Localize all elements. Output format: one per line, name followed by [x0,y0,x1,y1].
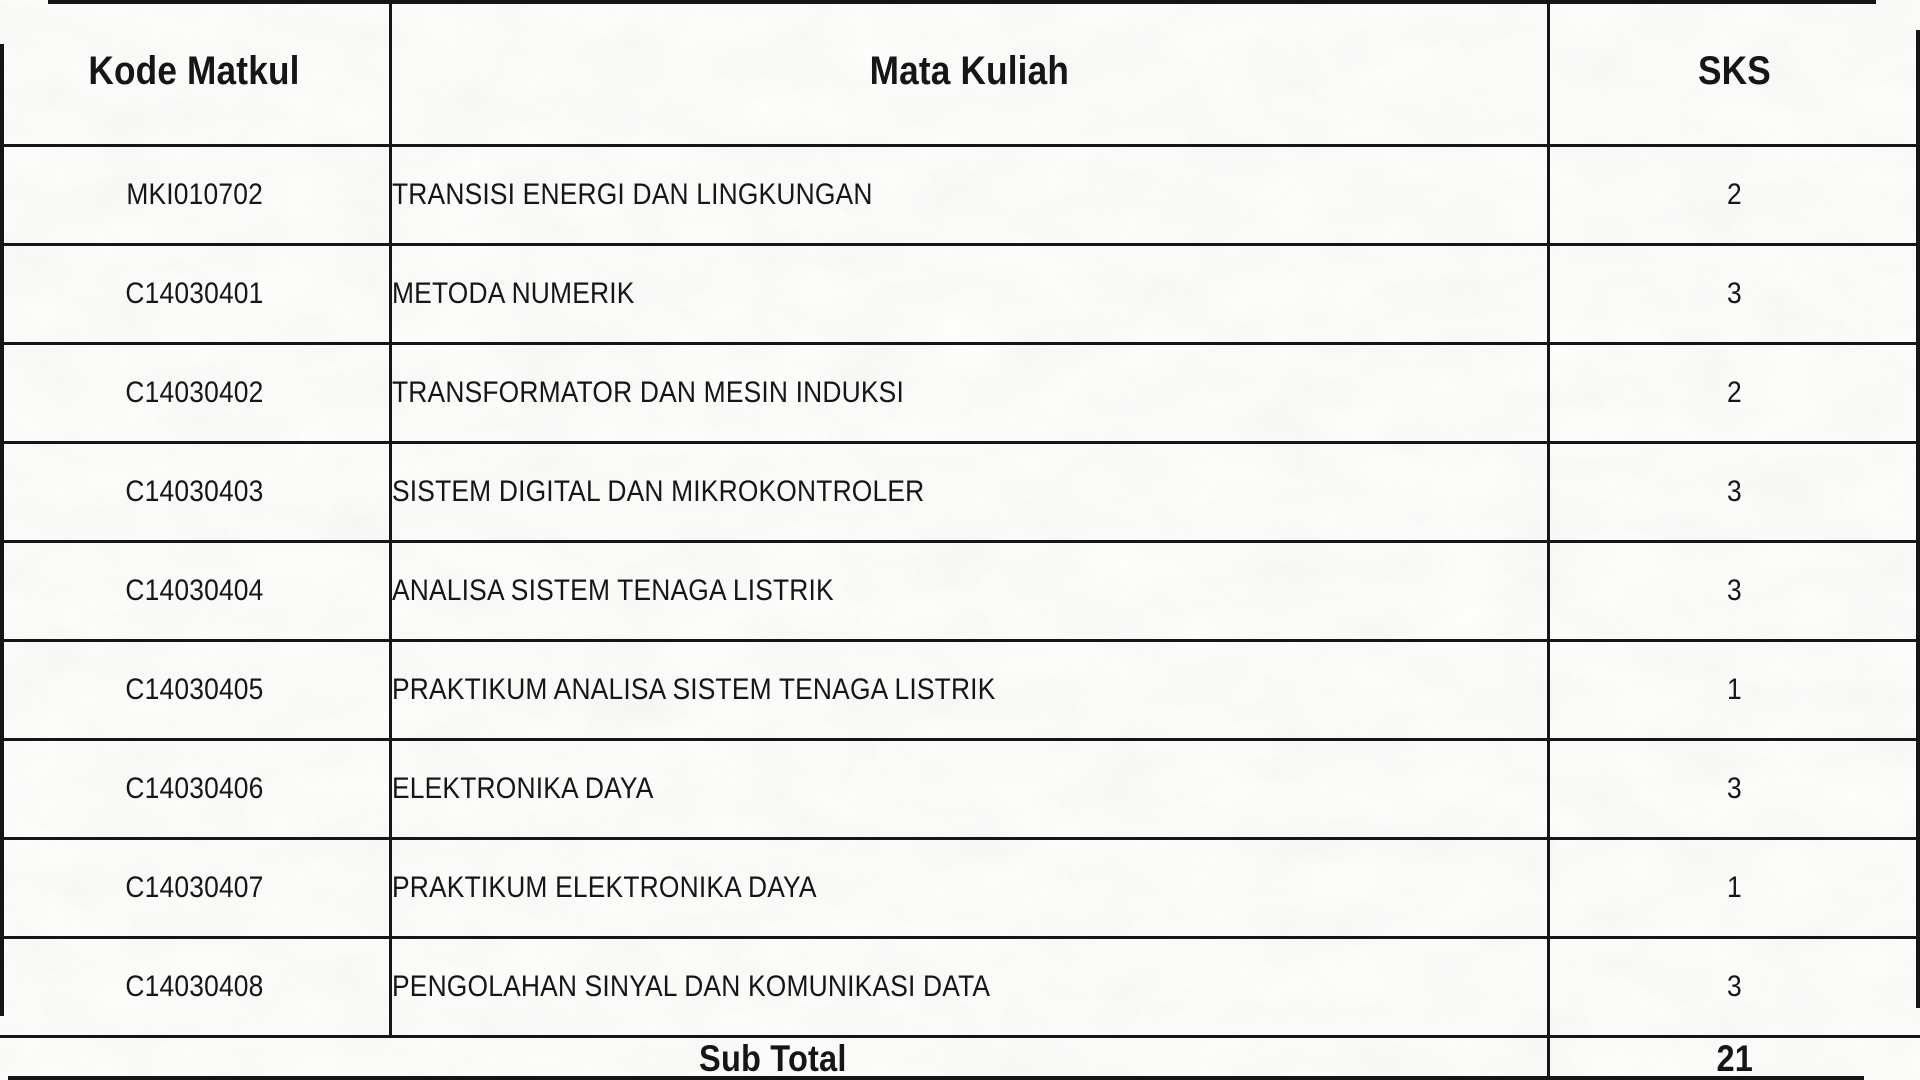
course-code-cell: C14030405 [0,640,392,741]
course-code-cell: C14030406 [0,739,392,840]
course-sks-cell: 3 [1548,244,1920,345]
course-name: TRANSFORMATOR DAN MESIN INDUKSI [391,375,904,409]
column-header-sks-label: SKS [1698,49,1772,94]
table-row: C14030405 PRAKTIKUM ANALISA SISTEM TENAG… [0,640,1920,741]
course-code: C14030404 [125,573,264,607]
course-name-cell: TRANSISI ENERGI DAN LINGKUNGAN [390,145,1550,246]
course-table-body: MKI010702 TRANSISI ENERGI DAN LINGKUNGAN… [0,145,1920,1039]
table-outer-border-bottom [8,1076,1864,1080]
subtotal-label: Sub Total [699,1038,847,1079]
table-row: C14030401 METODA NUMERIK 3 [0,244,1920,345]
subtotal-value-cell: 21 [1548,1037,1920,1080]
course-name-cell: SISTEM DIGITAL DAN MIKROKONTROLER [390,442,1550,543]
course-name: PENGOLAHAN SINYAL DAN KOMUNIKASI DATA [391,969,990,1003]
course-name-cell: PRAKTIKUM ELEKTRONIKA DAYA [390,838,1550,939]
course-code-cell: C14030404 [0,541,392,642]
table-footer: Sub Total 21 [0,1036,1920,1080]
subtotal-row: Sub Total 21 [0,1036,1920,1080]
course-sks: 3 [1727,474,1743,508]
course-sks: 3 [1727,276,1743,310]
course-code-cell: C14030402 [0,343,392,444]
course-code: C14030408 [125,969,264,1003]
course-code-cell: C14030407 [0,838,392,939]
column-header-kode-matkul: Kode Matkul [0,0,392,147]
course-sks-cell: 2 [1548,343,1920,444]
course-sks: 3 [1727,771,1743,805]
course-name-cell: ANALISA SISTEM TENAGA LISTRIK [390,541,1550,642]
course-sks-cell: 1 [1548,838,1920,939]
course-name-cell: ELEKTRONIKA DAYA [390,739,1550,840]
course-name-cell: PENGOLAHAN SINYAL DAN KOMUNIKASI DATA [390,937,1550,1039]
subtotal-label-cell: Sub Total [0,1036,1550,1080]
course-sks-cell: 3 [1548,442,1920,543]
course-name: PRAKTIKUM ANALISA SISTEM TENAGA LISTRIK [391,672,995,706]
course-sks: 2 [1727,375,1743,409]
column-header-mata-kuliah: Mata Kuliah [390,0,1550,147]
table-row: C14030403 SISTEM DIGITAL DAN MIKROKONTRO… [0,442,1920,543]
course-name-cell: METODA NUMERIK [390,244,1550,345]
course-name-cell: PRAKTIKUM ANALISA SISTEM TENAGA LISTRIK [390,640,1550,741]
course-name: ANALISA SISTEM TENAGA LISTRIK [391,573,834,607]
course-code: C14030407 [125,870,264,904]
column-header-kode-matkul-label: Kode Matkul [88,49,300,94]
course-name: ELEKTRONIKA DAYA [391,771,654,805]
table-row: C14030407 PRAKTIKUM ELEKTRONIKA DAYA 1 [0,838,1920,939]
course-sks-cell: 3 [1548,937,1920,1039]
course-sks-cell: 2 [1548,145,1920,246]
course-sks-cell: 1 [1548,640,1920,741]
course-sks: 1 [1727,870,1743,904]
course-sks: 1 [1727,672,1743,706]
course-code-cell: C14030408 [0,937,392,1039]
table-row: C14030402 TRANSFORMATOR DAN MESIN INDUKS… [0,343,1920,444]
course-name: METODA NUMERIK [391,276,635,310]
course-sks: 2 [1727,177,1743,211]
column-header-sks: SKS [1548,0,1920,147]
course-name: PRAKTIKUM ELEKTRONIKA DAYA [391,870,817,904]
course-sks: 3 [1727,969,1743,1003]
column-header-mata-kuliah-label: Mata Kuliah [869,49,1069,94]
course-code: C14030403 [125,474,264,508]
course-name: TRANSISI ENERGI DAN LINGKUNGAN [391,177,873,211]
course-code-cell: C14030403 [0,442,392,543]
table-outer-border-right [1916,30,1920,1008]
course-code: C14030405 [125,672,264,706]
table-header: Kode Matkul Mata Kuliah SKS [0,0,1920,147]
course-sks: 3 [1727,573,1743,607]
course-sks-cell: 3 [1548,739,1920,840]
course-code: C14030401 [125,276,264,310]
course-code: MKI010702 [125,177,263,211]
table-row: MKI010702 TRANSISI ENERGI DAN LINGKUNGAN… [0,145,1920,246]
header-row: Kode Matkul Mata Kuliah SKS [0,0,1920,147]
course-code-cell: MKI010702 [0,145,392,246]
table-outer-border-top [48,0,1876,4]
table-outer-border-left [0,44,4,1016]
table-row: C14030406 ELEKTRONIKA DAYA 3 [0,739,1920,840]
course-code: C14030402 [125,375,264,409]
course-name-cell: TRANSFORMATOR DAN MESIN INDUKSI [390,343,1550,444]
course-name: SISTEM DIGITAL DAN MIKROKONTROLER [391,474,924,508]
course-code-cell: C14030401 [0,244,392,345]
course-code: C14030406 [125,771,264,805]
subtotal-value: 21 [1716,1038,1754,1079]
table-row: C14030408 PENGOLAHAN SINYAL DAN KOMUNIKA… [0,937,1920,1039]
table-row: C14030404 ANALISA SISTEM TENAGA LISTRIK … [0,541,1920,642]
course-sks-cell: 3 [1548,541,1920,642]
